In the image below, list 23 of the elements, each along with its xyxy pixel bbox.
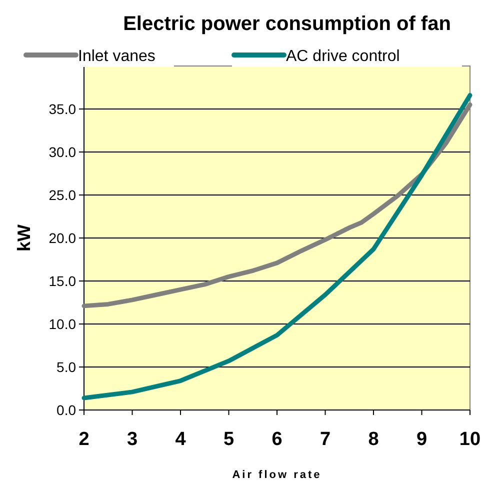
- y-tick-label: 15.0: [48, 273, 76, 289]
- x-tick-label: 8: [368, 429, 379, 450]
- x-tick-label: 2: [78, 429, 90, 450]
- y-tick-label: 5.0: [56, 359, 76, 375]
- y-tick-label: 25.0: [48, 187, 76, 203]
- y-tick-label: 20.0: [48, 230, 76, 246]
- x-tick-label: 5: [223, 429, 234, 450]
- x-tick-label: 10: [459, 429, 481, 450]
- y-tick-label: 0.0: [56, 402, 76, 418]
- x-tick-label: 3: [126, 429, 138, 450]
- y-tick-label: 10.0: [48, 316, 76, 332]
- chart-title: Electric power consumption of fan: [123, 13, 451, 35]
- x-tick-label: 4: [175, 429, 186, 450]
- x-tick-label: 9: [416, 429, 428, 450]
- y-tick-label: 30.0: [48, 144, 76, 160]
- y-tick-label: 35.0: [48, 101, 76, 117]
- legend-label: Inlet vanes: [78, 48, 156, 65]
- line-series: [82, 92, 472, 400]
- y-axis-title: kW: [14, 224, 34, 252]
- x-tick-label: 6: [272, 429, 282, 450]
- x-axis-title: Air flow rate: [232, 469, 322, 481]
- legend-label: AC drive control: [286, 48, 400, 65]
- x-tick-label: 7: [320, 429, 331, 450]
